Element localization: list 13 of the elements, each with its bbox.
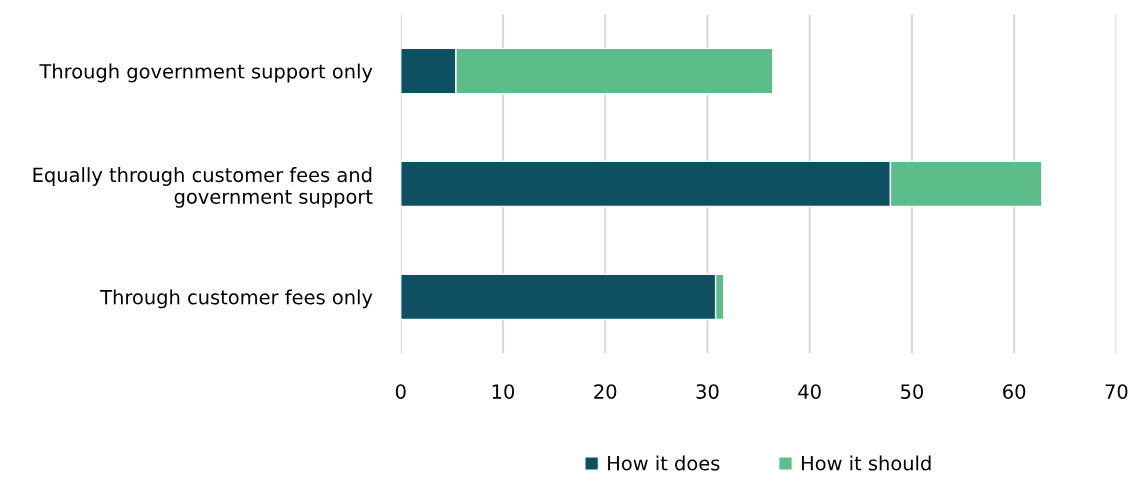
legend-label: How it does	[608, 455, 720, 471]
legend-label: How it should	[801, 455, 931, 471]
y-tick-label: Through customer fees only	[100, 289, 373, 309]
x-tick-label: 40	[798, 384, 821, 399]
x-tick-label: 60	[1003, 384, 1026, 399]
x-tick-label: 20	[594, 384, 617, 399]
x-tick-label: 30	[696, 384, 719, 399]
x-tick-label: 10	[492, 384, 515, 399]
x-tick-label: 0	[395, 384, 406, 399]
y-tick-label: Equally through customer fees and government support	[33, 167, 373, 208]
y-tick-label: Through government support only	[39, 63, 373, 83]
x-tick-label: 50	[901, 384, 923, 399]
x-tick-label: 70	[1105, 384, 1128, 399]
